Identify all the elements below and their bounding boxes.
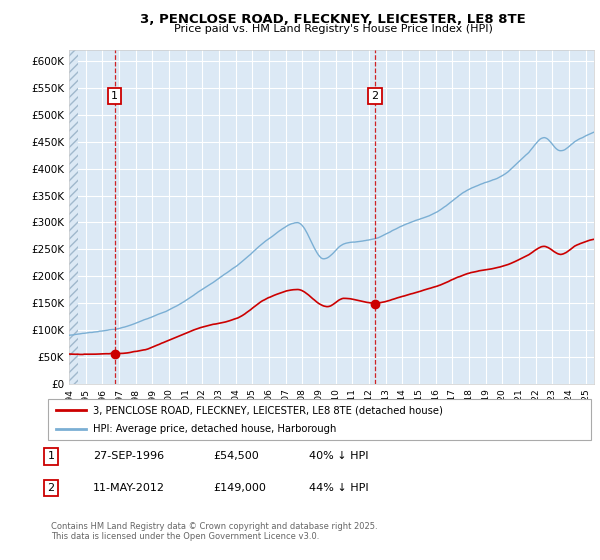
Text: £54,500: £54,500: [213, 451, 259, 461]
Bar: [69, 50, 78, 384]
Text: Contains HM Land Registry data © Crown copyright and database right 2025.: Contains HM Land Registry data © Crown c…: [51, 522, 377, 531]
Text: This data is licensed under the Open Government Licence v3.0.: This data is licensed under the Open Gov…: [51, 532, 319, 541]
Text: £149,000: £149,000: [213, 483, 266, 493]
Text: 1: 1: [47, 451, 55, 461]
Text: 40% ↓ HPI: 40% ↓ HPI: [309, 451, 368, 461]
Text: HPI: Average price, detached house, Harborough: HPI: Average price, detached house, Harb…: [92, 424, 336, 433]
Text: 2: 2: [371, 91, 379, 101]
Text: 1: 1: [111, 91, 118, 101]
Text: Price paid vs. HM Land Registry's House Price Index (HPI): Price paid vs. HM Land Registry's House …: [173, 24, 493, 34]
Text: 11-MAY-2012: 11-MAY-2012: [93, 483, 165, 493]
Text: 44% ↓ HPI: 44% ↓ HPI: [309, 483, 368, 493]
Text: 2: 2: [47, 483, 55, 493]
Text: 3, PENCLOSE ROAD, FLECKNEY, LEICESTER, LE8 8TE (detached house): 3, PENCLOSE ROAD, FLECKNEY, LEICESTER, L…: [92, 405, 442, 415]
FancyBboxPatch shape: [48, 399, 591, 440]
Text: 27-SEP-1996: 27-SEP-1996: [93, 451, 164, 461]
Text: 3, PENCLOSE ROAD, FLECKNEY, LEICESTER, LE8 8TE: 3, PENCLOSE ROAD, FLECKNEY, LEICESTER, L…: [140, 13, 526, 26]
